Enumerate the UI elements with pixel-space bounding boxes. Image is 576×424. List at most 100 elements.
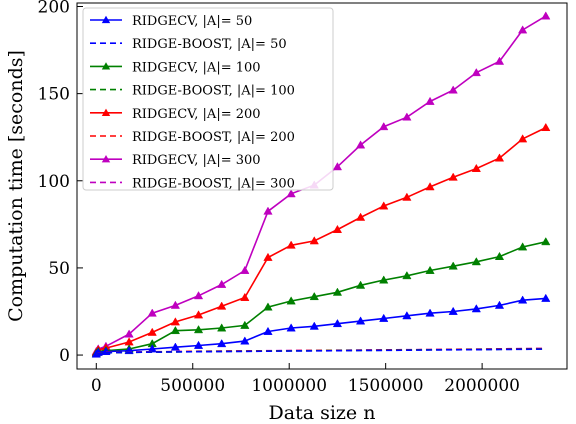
data-point — [425, 308, 435, 317]
data-point — [217, 339, 227, 348]
legend-entry: RIDGE-BOOST, |A|= 50 — [90, 37, 287, 52]
x-tick-label: 0 — [91, 376, 102, 396]
data-point — [541, 237, 551, 246]
data-point — [355, 212, 366, 221]
data-point — [332, 162, 343, 171]
data-point — [517, 295, 528, 304]
legend-label: RIDGE-BOOST, |A|= 200 — [132, 130, 295, 145]
data-point — [193, 291, 204, 300]
data-point — [379, 122, 389, 131]
data-point — [379, 275, 389, 284]
x-tick-label: 1000000 — [251, 376, 327, 396]
data-point — [541, 11, 551, 20]
data-point — [286, 323, 296, 332]
y-axis-label: Computation time [seconds] — [5, 50, 27, 322]
data-point — [448, 85, 458, 94]
data-point — [471, 68, 481, 77]
data-point — [240, 265, 250, 274]
data-point — [332, 224, 343, 233]
data-point — [170, 342, 181, 351]
data-point — [494, 251, 505, 260]
series-line — [95, 297, 546, 355]
legend-marker — [101, 155, 111, 163]
data-point — [332, 287, 343, 296]
data-point — [379, 313, 389, 322]
tick-layer: 0 500000 1000000 1500000 2000000 0 50 100 150 200 — [38, 0, 520, 396]
data-point — [471, 304, 481, 313]
data-point — [286, 240, 296, 249]
series-line — [95, 348, 546, 355]
data-point — [425, 96, 435, 105]
data-point — [240, 292, 250, 301]
data-point — [193, 310, 204, 319]
y-tick-label: 200 — [38, 0, 70, 17]
series-2 — [95, 348, 546, 355]
data-point — [263, 302, 273, 311]
data-point — [402, 112, 412, 121]
data-point — [147, 344, 157, 353]
data-point — [402, 192, 412, 201]
data-point — [193, 340, 204, 349]
series-line — [95, 241, 546, 354]
data-point — [193, 325, 204, 334]
data-point — [263, 252, 273, 261]
data-point — [402, 311, 412, 320]
legend-marker — [101, 15, 111, 24]
data-point — [217, 301, 227, 310]
data-point — [355, 316, 366, 325]
data-point — [425, 182, 435, 191]
data-point — [170, 300, 181, 309]
data-point — [263, 326, 273, 335]
legend-label: RIDGE-BOOST, |A|= 100 — [132, 84, 295, 99]
legend-entry: RIDGECV, |A|= 50 — [90, 14, 252, 29]
data-point — [355, 280, 366, 289]
x-axis-label: Data size n — [269, 402, 376, 424]
legend-label: RIDGE-BOOST, |A|= 300 — [132, 176, 295, 191]
data-point — [494, 300, 505, 309]
data-point — [309, 291, 319, 301]
legend-box — [82, 7, 334, 191]
data-point — [286, 296, 296, 305]
legend-label: RIDGECV, |A|= 50 — [132, 14, 252, 29]
data-point — [309, 236, 319, 245]
series-1 — [91, 293, 551, 358]
data-point — [494, 153, 505, 162]
data-point — [448, 306, 458, 315]
data-point — [379, 201, 389, 210]
series-3 — [91, 237, 551, 357]
data-point — [471, 163, 481, 172]
data-point — [517, 134, 528, 143]
legend-marker — [101, 108, 111, 116]
legend: RIDGECV, |A|= 50 RIDGE-BOOST, |A|= 50 RIDG… — [82, 7, 334, 191]
data-point — [263, 206, 273, 215]
y-tick-label: 100 — [38, 172, 70, 192]
data-point — [402, 271, 412, 280]
data-point — [170, 317, 181, 326]
data-point — [517, 25, 528, 34]
data-point — [147, 308, 157, 317]
data-point — [541, 293, 551, 302]
data-point — [448, 261, 458, 270]
series-line — [95, 126, 547, 353]
legend-label: RIDGECV, |A|= 300 — [132, 153, 261, 168]
data-point — [286, 189, 296, 198]
y-tick-label: 0 — [59, 346, 70, 366]
data-point — [517, 242, 528, 251]
x-tick-label: 500000 — [160, 376, 225, 396]
legend-marker — [101, 62, 111, 70]
y-tick-label: 150 — [38, 85, 70, 105]
data-point — [425, 265, 435, 274]
legend-entry: RIDGECV, |A|= 200 — [90, 107, 261, 122]
data-point — [494, 56, 505, 65]
y-tick-label: 50 — [48, 259, 70, 279]
data-point — [217, 279, 227, 288]
data-point — [471, 257, 481, 266]
legend-entry: RIDGECV, |A|= 300 — [90, 153, 261, 168]
data-point — [355, 140, 366, 149]
legend-entry: RIDGE-BOOST, |A|= 200 — [90, 130, 295, 145]
data-point — [240, 336, 250, 345]
data-point — [217, 323, 227, 332]
x-tick-label: 2000000 — [444, 376, 520, 396]
x-tick-label: 1500000 — [348, 376, 424, 396]
